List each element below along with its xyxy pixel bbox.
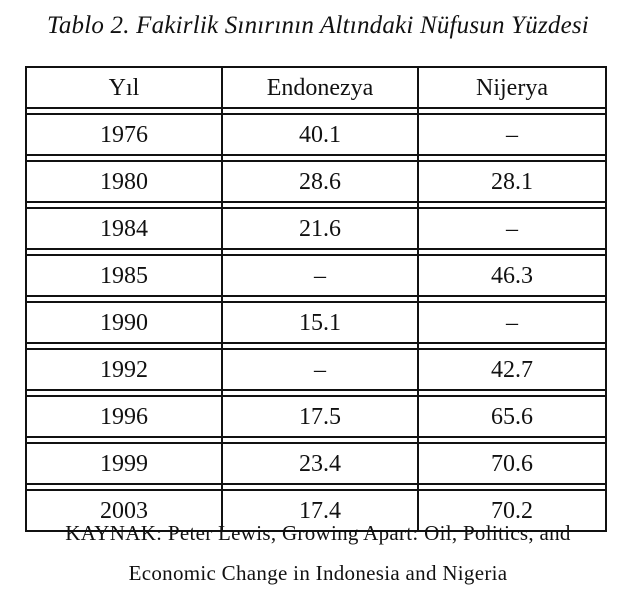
source-line-1: KAYNAK: Peter Lewis, Growing Apart: Oil,… xyxy=(65,521,571,545)
table-row: 1992 – 42.7 xyxy=(25,348,607,391)
cell-year: 1992 xyxy=(25,348,223,391)
table-row: 1984 21.6 – xyxy=(25,207,607,250)
cell-indonesia: 17.4 xyxy=(221,489,419,532)
cell-indonesia: 40.1 xyxy=(221,113,419,156)
cell-year: 1976 xyxy=(25,113,223,156)
cell-nigeria: 70.2 xyxy=(417,489,607,532)
cell-nigeria: 65.6 xyxy=(417,395,607,438)
cell-year: 1990 xyxy=(25,301,223,344)
table-row: 1980 28.6 28.1 xyxy=(25,160,607,203)
cell-indonesia: 17.5 xyxy=(221,395,419,438)
table-row: 1999 23.4 70.6 xyxy=(25,442,607,485)
cell-indonesia: 23.4 xyxy=(221,442,419,485)
row-gap xyxy=(25,155,607,161)
cell-nigeria: 46.3 xyxy=(417,254,607,297)
table-row: 1976 40.1 – xyxy=(25,113,607,156)
table-row: 1996 17.5 65.6 xyxy=(25,395,607,438)
cell-year: 1985 xyxy=(25,254,223,297)
cell-nigeria: 28.1 xyxy=(417,160,607,203)
cell-indonesia: 21.6 xyxy=(221,207,419,250)
cell-nigeria: 42.7 xyxy=(417,348,607,391)
row-gap xyxy=(25,484,607,490)
cell-nigeria: – xyxy=(417,207,607,250)
header-row: Yıl Endonezya Nijerya xyxy=(25,66,607,109)
cell-year: 1980 xyxy=(25,160,223,203)
row-gap xyxy=(25,249,607,255)
header-indonesia: Endonezya xyxy=(221,66,419,109)
row-gap xyxy=(25,343,607,349)
row-gap xyxy=(25,390,607,396)
row-gap xyxy=(25,296,607,302)
cell-year: 1984 xyxy=(25,207,223,250)
row-gap xyxy=(25,437,607,443)
table-row: 2003 17.4 70.2 xyxy=(25,489,607,532)
row-gap xyxy=(25,202,607,208)
cell-indonesia: 15.1 xyxy=(221,301,419,344)
row-gap xyxy=(25,108,607,114)
cell-year: 1996 xyxy=(25,395,223,438)
table-row: 1985 – 46.3 xyxy=(25,254,607,297)
table-row: 1990 15.1 – xyxy=(25,301,607,344)
cell-year: 2003 xyxy=(25,489,223,532)
cell-indonesia: – xyxy=(221,348,419,391)
cell-nigeria: – xyxy=(417,113,607,156)
source-line-2: Economic Change in Indonesia and Nigeria xyxy=(128,561,508,585)
cell-indonesia: 28.6 xyxy=(221,160,419,203)
cell-indonesia: – xyxy=(221,254,419,297)
cell-nigeria: – xyxy=(417,301,607,344)
header-year: Yıl xyxy=(25,66,223,109)
header-nigeria: Nijerya xyxy=(417,66,607,109)
cell-year: 1999 xyxy=(25,442,223,485)
cell-nigeria: 70.6 xyxy=(417,442,607,485)
table-title: Tablo 2. Fakirlik Sınırının Altındaki Nü… xyxy=(47,12,589,39)
source-note: KAYNAK: Peter Lewis, Growing Apart: Oil,… xyxy=(0,513,636,593)
poverty-table: Yıl Endonezya Nijerya 1976 40.1 – 1980 2… xyxy=(25,66,607,532)
